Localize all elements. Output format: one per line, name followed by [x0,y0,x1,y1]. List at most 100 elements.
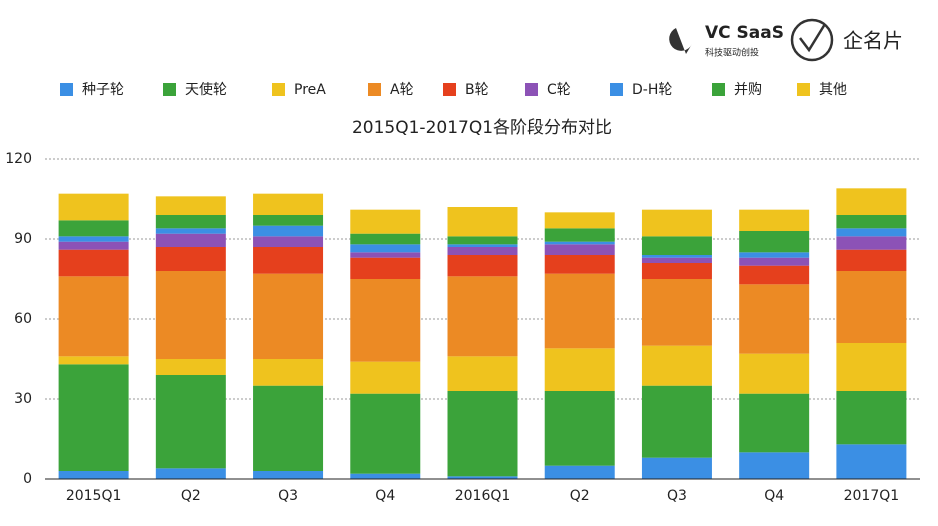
bar-segment [544,273,615,349]
x-tick-label: 2017Q1 [844,488,900,504]
legend-label: 其他 [819,82,847,98]
bar-segment [447,391,518,477]
bar-segment [447,356,518,391]
bar-segment [253,193,324,215]
y-tick-label: 60 [14,311,32,327]
bar-segment [544,228,615,242]
bar-segment [544,212,615,229]
bar-segment [253,273,324,359]
bar-segment [155,196,226,215]
bar-segment [58,249,129,277]
legend-swatch [272,83,285,96]
bar-segment [253,247,324,274]
bar-segment [350,233,421,245]
legend-label: 并购 [734,82,762,98]
legend-label: 种子轮 [82,82,124,98]
bar-segment [350,361,421,394]
bar-segment [58,220,129,237]
bar-segment [253,471,324,479]
bar-segment [350,473,421,479]
logo-check [799,23,827,53]
bar-segment [739,252,810,258]
legend-swatch [60,83,73,96]
bar-segment [350,393,421,474]
bar-segment [58,471,129,479]
bar-segment [544,391,615,466]
bar-segment [739,284,810,354]
legend-label: B轮 [465,82,489,98]
bar-segment [58,193,129,221]
bar-segment [641,345,712,386]
bar-segment [544,241,615,245]
bar-segment [350,257,421,279]
bar-segment [350,209,421,234]
y-tick-label: 90 [14,231,32,247]
x-tick-label: Q3 [278,488,298,504]
chart-title: 2015Q1-2017Q1各阶段分布对比 [352,118,612,138]
bar-segment [641,385,712,458]
bar-segment [739,353,810,394]
bar-segment [155,468,226,479]
legend-label: D-H轮 [632,82,672,98]
y-tick-label: 30 [14,391,32,407]
bar-segment [58,236,129,242]
legend-swatch [712,83,725,96]
brand-product: 企名片 [843,29,903,53]
bar-segment [253,236,324,247]
bar-segment [58,356,129,365]
legend-label: PreA [294,82,326,98]
bar-segment [155,247,226,271]
bar-segment [58,276,129,357]
bar-segment [155,228,226,234]
bar-segment [447,276,518,357]
bar-segment [350,244,421,253]
bar-segment [836,391,907,445]
bar-segment [155,215,226,229]
legend-label: 天使轮 [185,81,227,98]
bar-segment [641,209,712,237]
bar-segment [641,263,712,279]
bar-segment [155,375,226,469]
logo-circle [790,18,834,62]
legend-swatch [443,83,456,96]
legend-swatch [368,83,381,96]
legend-label: C轮 [547,82,571,98]
bar-segment [836,236,907,250]
bar-segment [641,257,712,263]
bar-segment [641,279,712,346]
x-tick-label: Q2 [181,488,201,504]
bar-segment [155,271,226,359]
bar-segment [739,231,810,253]
y-tick-label: 0 [23,471,32,487]
bar-segment [350,252,421,258]
bar-segment [739,393,810,453]
bar-segment [739,265,810,285]
bar-segment [58,241,129,250]
logo [669,18,834,62]
legend-swatch [610,83,623,96]
bar-segment [739,257,810,266]
bar-segment [253,359,324,386]
bar-segment [641,255,712,258]
bar-segment [447,236,518,245]
bar-segment [447,247,518,255]
bar-segment [447,255,518,277]
y-tick-label: 120 [5,151,32,167]
legend-swatch [525,83,538,96]
bar-segment [253,385,324,471]
bar-segment [58,364,129,471]
brand-tagline: 科技驱动创投 [705,47,759,59]
logo-icon [669,28,692,54]
bar-segment [544,244,615,255]
x-tick-label: Q4 [764,488,784,504]
bar-segment [836,343,907,391]
bar-segment [253,215,324,226]
bar-segment [544,348,615,391]
bar-segment [641,236,712,255]
bar-segment [155,359,226,375]
bar-segment [350,279,421,362]
bar-segment [836,188,907,215]
bar-segment [544,255,615,274]
